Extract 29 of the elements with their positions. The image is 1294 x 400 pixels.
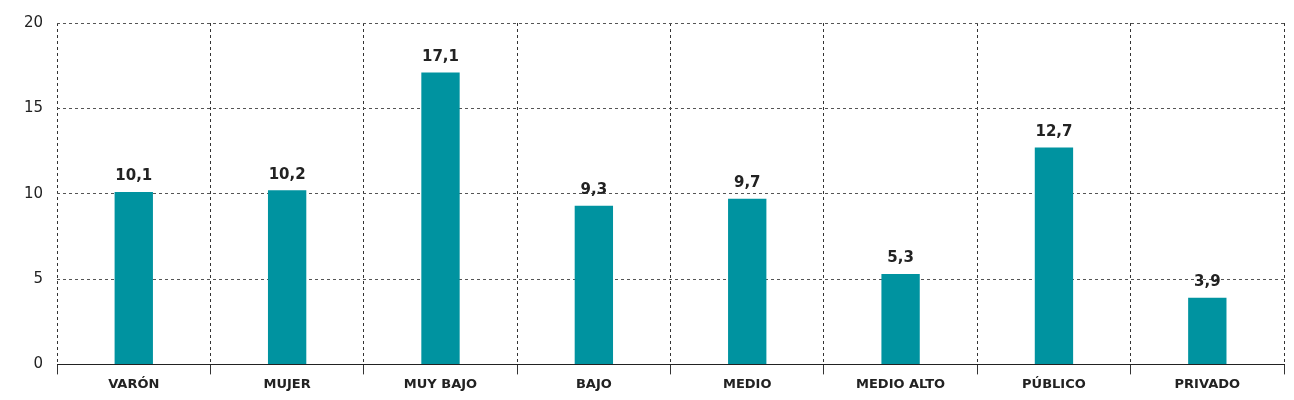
data-label: 17,1: [421, 46, 460, 65]
bar: [1034, 147, 1074, 364]
y-tick-label: 0: [33, 354, 44, 373]
x-tick-label: PÚBLICO: [1022, 375, 1086, 391]
y-tick-label: 5: [33, 268, 44, 287]
bar: [114, 191, 153, 364]
data-label: 12,7: [1035, 122, 1073, 140]
data-label: 10,1: [115, 166, 153, 185]
bar: [267, 190, 307, 364]
y-tick-label: 20: [23, 12, 44, 31]
y-tick-label: 15: [23, 98, 44, 117]
data-label: 5,3: [887, 248, 914, 267]
x-tick-label: VARÓN: [108, 375, 160, 391]
x-tick-label: MUJER: [263, 375, 311, 391]
bar: [1188, 297, 1227, 364]
bar: [574, 205, 614, 364]
x-tick-label: BAJO: [575, 375, 612, 391]
x-tick-label: PRIVADO: [1174, 375, 1241, 391]
bar: [881, 273, 920, 364]
x-tick-label: MEDIO ALTO: [856, 375, 946, 391]
bar: [421, 72, 460, 364]
data-label: 9,3: [580, 180, 608, 199]
data-label: 9,7: [733, 173, 761, 192]
bar: [728, 198, 767, 364]
data-label: 3,9: [1194, 272, 1221, 291]
y-tick-label: 10: [23, 183, 44, 202]
data-label: 10,2: [268, 164, 306, 183]
x-tick-label: MUY BAJO: [403, 375, 478, 391]
x-tick-label: MEDIO: [722, 375, 772, 391]
